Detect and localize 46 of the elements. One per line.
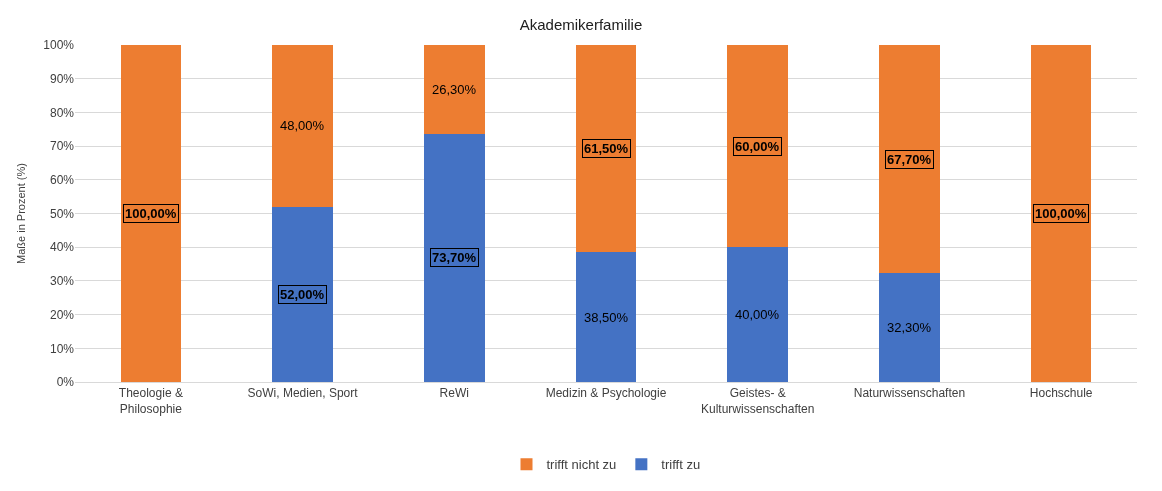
- y-tick-label: 10%: [49, 341, 75, 356]
- data-label: 67,70%: [887, 152, 932, 167]
- y-tick-label: 0%: [56, 375, 75, 390]
- y-tick-label: 80%: [49, 105, 75, 120]
- chart-title: Akademikerfamilie: [519, 16, 643, 34]
- data-label: 100,00%: [125, 206, 177, 221]
- data-label: 52,00%: [280, 287, 325, 302]
- y-tick-label: 60%: [49, 173, 75, 187]
- y-tick-label: 50%: [49, 206, 75, 221]
- bar: [879, 273, 940, 382]
- bar: [423, 45, 485, 134]
- y-tick-label: 30%: [49, 274, 75, 289]
- x-tick-label: Theologie & Philosophie: [118, 386, 183, 416]
- y-tick-label: 100%: [43, 38, 75, 53]
- data-label: 100,00%: [1035, 206, 1087, 221]
- bar: [575, 252, 637, 382]
- x-tick-label: Geistes- & Kulturwissenschaften: [701, 386, 815, 416]
- bar: [1030, 45, 1092, 382]
- x-tick-label: SoWi, Medien, Sport: [247, 386, 359, 401]
- bar: [120, 45, 182, 382]
- data-label: 40,00%: [735, 307, 780, 322]
- x-tick-label: Hochschule: [1029, 386, 1093, 401]
- data-label: 32,30%: [887, 320, 932, 335]
- bar: [272, 45, 333, 207]
- bar: [727, 247, 789, 382]
- bar: [879, 45, 940, 274]
- data-label: 26,30%: [432, 82, 477, 97]
- bar: [272, 206, 333, 382]
- x-tick-label: Naturwissenschaften: [853, 386, 966, 401]
- data-label: 61,50%: [584, 141, 629, 156]
- data-label: 48,00%: [280, 118, 325, 133]
- legend-label: trifft zu: [661, 457, 701, 473]
- bar: [575, 45, 637, 253]
- y-tick-label: 90%: [49, 71, 75, 86]
- y-tick-label: 70%: [49, 139, 75, 154]
- bar: [423, 133, 485, 382]
- y-tick-label: 40%: [49, 240, 75, 255]
- data-label: 60,00%: [735, 139, 780, 154]
- bar: [727, 45, 789, 248]
- y-axis-title: Maße in Prozent (%): [14, 163, 27, 264]
- y-tick-label: 20%: [49, 307, 75, 322]
- data-label: 73,70%: [432, 250, 477, 265]
- x-tick-label: ReWi: [439, 386, 469, 401]
- legend-label: trifft nicht zu: [546, 457, 617, 473]
- data-label: 38,50%: [584, 310, 629, 325]
- x-tick-label: Medizin & Psychologie: [545, 386, 667, 401]
